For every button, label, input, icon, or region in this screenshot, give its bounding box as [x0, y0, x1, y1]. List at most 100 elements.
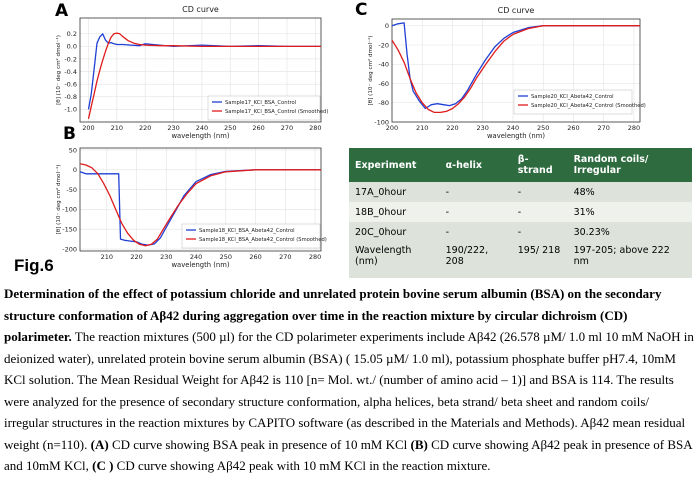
table-cell: -	[439, 222, 512, 242]
legend-box	[207, 95, 321, 121]
caption-text-b: CD curve showing Aβ42 peak in presence o…	[4, 436, 692, 474]
x-tick-label: 220	[446, 124, 458, 132]
legend-entry-2: Sample20_KCl_Abeta42_Control (Smoothed)	[531, 103, 646, 109]
table-cell: 48%	[567, 182, 692, 202]
table-cell: -	[511, 222, 568, 242]
y-tick-label: -60	[378, 80, 389, 88]
table-cell: 18B_0hour	[349, 202, 440, 222]
figure-caption: Determination of the effect of potassium…	[4, 283, 694, 477]
x-tick-label: 280	[309, 124, 321, 132]
secondary-structure-table: Experiment α-helix β-strand Random coils…	[349, 148, 692, 278]
x-tick-label: 270	[597, 124, 609, 132]
table-cell: -	[511, 202, 568, 222]
x-tick-label: 200	[82, 124, 94, 132]
header-alpha-helix: α-helix	[439, 148, 512, 182]
x-tick-label: 250	[224, 124, 236, 132]
x-axis-label: wavelength (nm)	[172, 261, 230, 269]
x-tick-label: 210	[101, 253, 113, 261]
table-cell: 195/ 218	[511, 242, 568, 278]
x-tick-label: 270	[279, 253, 291, 261]
y-tick-label: 0	[73, 166, 77, 174]
plot-frame	[79, 17, 322, 123]
series-line-2	[87, 32, 321, 119]
table-cell: Wavelength (nm)	[349, 242, 440, 278]
chart-title: CD curve	[498, 6, 535, 15]
y-axis-label: [θ] (10⁻ deg cm² dmol⁻¹)	[367, 36, 374, 106]
header-beta-strand: β-strand	[511, 148, 568, 182]
panel-letter-c: C	[355, 0, 367, 20]
caption-label-a: (A)	[90, 436, 109, 452]
x-tick-label: 220	[139, 124, 151, 132]
x-tick-label: 230	[160, 253, 172, 261]
panel-letter-b: B	[63, 124, 76, 144]
y-tick-label: -40	[378, 61, 389, 69]
caption-label-b: (B)	[410, 436, 428, 452]
legend-entry-2: Sample17_KCl_BSA_Control (Smoothed)	[225, 109, 328, 115]
y-tick-label: -0.2	[64, 55, 77, 63]
y-tick-label: -100	[62, 206, 77, 214]
y-tick-label: 0.0	[67, 43, 77, 51]
x-tick-label: 240	[196, 124, 208, 132]
y-tick-label: -200	[62, 245, 77, 253]
x-tick-label: 280	[628, 124, 640, 132]
y-tick-label: -50	[66, 186, 77, 194]
series-line-2	[391, 25, 640, 114]
table-cell: 17A_0hour	[349, 182, 440, 202]
table-cell: 30.23%	[567, 222, 692, 242]
x-tick-label: 260	[249, 253, 261, 261]
table-cell: -	[511, 182, 568, 202]
panel-letter-a: A	[55, 1, 69, 21]
figure-label: Fig.6	[14, 256, 54, 275]
plot-frame	[391, 18, 641, 123]
x-tick-label: 250	[220, 253, 232, 261]
table-cell: 197-205; above 222 nm	[567, 242, 692, 278]
y-tick-label: 50	[69, 146, 77, 154]
legend-entry-1: Sample20_KCl_Abeta42_Control	[531, 94, 614, 100]
table-row: 18B_0hour - - 31%	[349, 202, 692, 222]
x-tick-label: 230	[167, 124, 179, 132]
legend-entry-1: Sample17_KCl_BSA_Control	[225, 100, 296, 106]
x-tick-label: 260	[252, 124, 264, 132]
table-header-row: Experiment α-helix β-strand Random coils…	[349, 148, 692, 182]
x-axis-label: wavelength (nm)	[172, 132, 230, 140]
cd-charts: A CD curve 200 210 220 230 240 250 260 270 280 0.2 0…	[55, 0, 646, 269]
x-tick-label: 240	[507, 124, 519, 132]
legend-box	[181, 223, 321, 249]
table-row: 17A_0hour - - 48%	[349, 182, 692, 202]
y-tick-label: -80	[378, 99, 389, 107]
x-tick-label: 210	[416, 124, 428, 132]
legend-entry-1: Sample18_KCl_BSA_Abeta42_Control	[199, 228, 295, 234]
caption-text-c: CD curve showing Aβ42 peak with 10 mM KC…	[113, 458, 491, 473]
caption-body: The reaction mixtures (500 µl) for the C…	[4, 329, 694, 452]
table-cell: -	[439, 202, 512, 222]
x-tick-label: 240	[190, 253, 202, 261]
y-axis-label: [θ] (10⁻ deg cm² dmol⁻¹)	[55, 165, 62, 235]
legend-entry-2: Sample18_KCl_BSA_Abeta42_Control (Smooth…	[199, 237, 327, 243]
header-random-coils: Random coils/ Irregular	[567, 148, 692, 182]
table-cell: 20C_0hour	[349, 222, 440, 242]
chart-title: CD curve	[182, 5, 219, 14]
header-experiment: Experiment	[349, 148, 440, 182]
series-line-2	[79, 163, 321, 247]
y-tick-label: -150	[62, 226, 77, 234]
table-row: Wavelength (nm) 190/222, 208 195/ 218 19…	[349, 242, 692, 278]
y-tick-label: -1.0	[64, 106, 77, 114]
x-tick-label: 260	[567, 124, 579, 132]
caption-title: Determination of the effect of potassium…	[4, 286, 662, 344]
y-axis-label: [θ] (10⁻ deg cm² dmol⁻¹)	[55, 35, 62, 105]
x-tick-label: 220	[130, 253, 142, 261]
caption-label-c: (C )	[92, 458, 114, 473]
y-tick-label: -100	[374, 118, 389, 126]
y-tick-label: -0.8	[64, 93, 77, 101]
table-cell: -	[439, 182, 512, 202]
x-tick-label: 230	[477, 124, 489, 132]
caption-text-a: CD curve showing BSA peak in presence of…	[108, 436, 411, 452]
y-tick-label: -0.6	[64, 80, 77, 88]
x-tick-label: 200	[386, 124, 398, 132]
legend-box	[513, 89, 633, 115]
x-tick-label: 280	[309, 253, 321, 261]
table-cell: 31%	[567, 202, 692, 222]
y-tick-label: -20	[378, 41, 389, 49]
x-tick-label: 210	[111, 124, 123, 132]
table-cell: 190/222, 208	[439, 242, 512, 278]
